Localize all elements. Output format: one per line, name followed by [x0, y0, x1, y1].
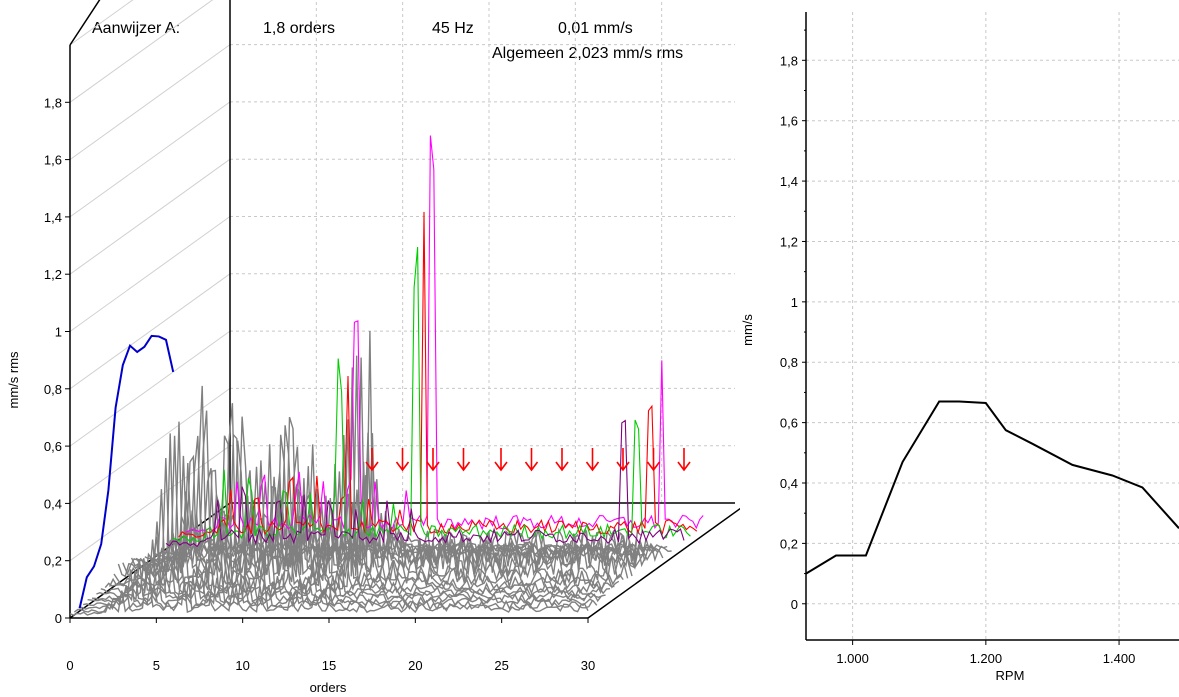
side-wall-gridline — [69, 273, 231, 390]
side-wall-gridline — [69, 0, 134, 46]
highlighted-spectrum-line — [172, 247, 691, 543]
y-tick-label: 1,8 — [44, 95, 62, 110]
x-axis-title: orders — [310, 680, 347, 695]
depth-axis-right — [587, 507, 740, 619]
side-wall-gridline — [69, 101, 231, 218]
y-tick-label: 1 — [55, 325, 62, 340]
trend-y-tick-label: 1 — [791, 295, 798, 310]
trend-x-tick-label: 1.200 — [970, 651, 1003, 666]
y-tick-label: 0,6 — [44, 439, 62, 454]
x-tick-label: 15 — [322, 658, 336, 673]
rpm-trend-chart: 0 0,2 0,4 0,6 0,8 1 1,2 1,4 1,6 1,8 1.000 1.200 1.40… — [740, 12, 1179, 683]
cursor-orders: 1,8 orders — [263, 20, 336, 37]
waterfall-chart: 0 0,2 0,4 0,6 0,8 1 1,2 1,4 1,6 1,8 0 5 10 15 20 25 30 or… — [6, 0, 740, 695]
y-tick-label: 0,2 — [44, 554, 62, 569]
overall-level-trace — [78, 334, 175, 609]
side-wall-gridline — [69, 387, 231, 504]
gray-spectrum-line — [104, 512, 624, 590]
trend-y-tick-label: 0,4 — [780, 476, 798, 491]
gray-spectrum-line — [83, 564, 602, 607]
trend-y-tick-label: 1,6 — [780, 114, 798, 129]
order-marker-arrow — [616, 448, 630, 472]
cursor-amplitude: 0,01 mm/s — [558, 20, 633, 37]
x-tick-label: 10 — [235, 658, 249, 673]
order-marker-arrow — [456, 448, 471, 472]
side-wall-gridline — [69, 0, 214, 103]
y-tick-label: 0,4 — [44, 496, 62, 511]
side-wall-gridline — [69, 216, 231, 332]
order-marker-arrow — [555, 448, 569, 472]
gray-spectrum-line — [78, 569, 598, 611]
y-axis-title: mm/s rms — [6, 351, 21, 409]
y-tick-label: 0,8 — [44, 382, 62, 397]
y-tick-label: 1,2 — [44, 267, 62, 282]
order-marker-arrow — [494, 448, 508, 472]
trend-y-tick-label: 0,6 — [780, 416, 798, 431]
trend-y-tick-label: 1,8 — [780, 53, 798, 68]
gray-spectrum-line — [69, 571, 589, 616]
trend-y-tick-label: 0 — [791, 597, 798, 612]
order-marker-arrow — [395, 448, 410, 472]
highlighted-spectrum-line — [184, 135, 704, 534]
order-marker-arrow — [524, 448, 539, 472]
trend-x-tick-label: 1.000 — [836, 651, 869, 666]
x-tick-label: 25 — [494, 658, 508, 673]
x-tick-label: 30 — [581, 658, 595, 673]
trend-y-tick-label: 0,2 — [780, 536, 798, 551]
trend-line — [805, 400, 1179, 575]
x-tick-label: 0 — [66, 658, 73, 673]
trend-x-axis-title: RPM — [996, 668, 1025, 683]
trend-y-tick-label: 1,2 — [780, 234, 798, 249]
gray-spectrum-line — [73, 576, 594, 614]
side-wall-gridline — [69, 44, 231, 161]
x-tick-label: 5 — [153, 658, 160, 673]
highlighted-spectrum-line — [178, 211, 698, 538]
order-marker-arrow — [426, 448, 440, 472]
cursor-label: Aanwijzer A: — [92, 20, 181, 37]
order-marker-arrow — [677, 448, 691, 472]
order-marker-arrow — [365, 448, 379, 472]
y-tick-label: 1,6 — [44, 153, 62, 168]
top-diagonal-edge — [69, 0, 101, 46]
trend-y-tick-label: 0,8 — [780, 355, 798, 370]
gray-spectrum-line — [87, 558, 606, 603]
x-tick-label: 20 — [408, 658, 422, 673]
cursor-frequency: 45 Hz — [432, 20, 474, 37]
trend-y-axis-title: mm/s — [740, 314, 755, 346]
overall-level: Algemeen 2,023 mm/s rms — [492, 45, 684, 62]
gray-spectrum-line — [113, 367, 633, 585]
order-marker-arrow — [646, 448, 661, 472]
trend-x-tick-label: 1.400 — [1103, 651, 1136, 666]
side-wall-gridline — [69, 330, 231, 447]
side-wall-gridline — [69, 158, 231, 275]
y-tick-label: 1,4 — [44, 210, 62, 225]
y-tick-label: 0 — [55, 611, 62, 626]
trend-y-tick-label: 1,4 — [780, 174, 798, 189]
highlighted-spectrum-line — [165, 419, 685, 548]
order-marker-arrow — [585, 448, 600, 472]
gray-spectrum-line — [108, 419, 629, 590]
